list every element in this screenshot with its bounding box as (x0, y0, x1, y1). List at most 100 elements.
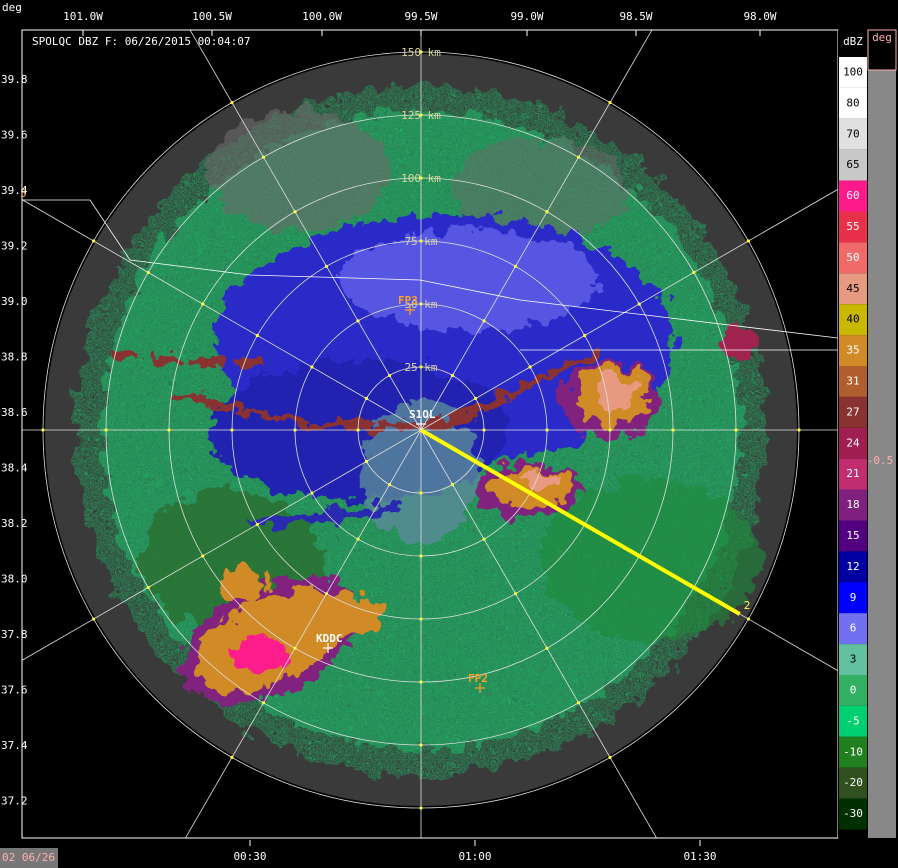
elevation-value: -0.5 (867, 454, 894, 467)
lat-label: 38.8 (1, 351, 28, 364)
colorbar-label: -30 (843, 807, 863, 820)
colorbar-swatch (839, 242, 867, 274)
ring-dot (608, 428, 612, 432)
ring-dot (364, 396, 369, 401)
title: SPOLQC DBZ F: 06/26/2015 00:04:07 (32, 35, 251, 48)
ring-dot (746, 239, 750, 243)
colorbar-swatch (839, 304, 867, 336)
colorbar-swatch (839, 613, 867, 645)
colorbar-label: 45 (846, 282, 859, 295)
ring-dot (356, 537, 360, 541)
ring-dot (419, 176, 423, 180)
ring-dot (167, 428, 171, 432)
gray-patch (210, 110, 390, 230)
ring-dot (310, 491, 314, 495)
lon-label: 99.0W (510, 10, 543, 23)
ring-dot (545, 646, 549, 650)
colorbar-label: 70 (846, 127, 859, 140)
station-marker (416, 419, 426, 429)
lat-label: 37.6 (1, 684, 28, 697)
ring-dot (473, 396, 478, 401)
station-marker (405, 305, 415, 315)
ring-dot (92, 239, 96, 243)
ring-dot (692, 270, 696, 275)
ring-dot (387, 373, 392, 378)
time-label: 01:00 (458, 850, 491, 863)
station-label: KDDC (316, 632, 343, 645)
ring-dot (419, 491, 423, 495)
ring-dot (545, 210, 549, 214)
elevation-bar (868, 30, 896, 838)
ring-dot (482, 537, 486, 541)
colorbar-swatch (839, 87, 867, 119)
ring-dot (230, 101, 234, 105)
colorbar-swatch (839, 489, 867, 521)
map-line (22, 199, 838, 339)
ring-dot (419, 743, 423, 747)
elevation-header (867, 29, 897, 71)
ring-dot (324, 264, 329, 268)
ring-dot (230, 755, 234, 759)
colorbar-label: 0 (850, 683, 857, 696)
colorbar-label: 50 (846, 251, 859, 264)
ring-dot (310, 365, 314, 369)
colorbar-label: 24 (846, 436, 860, 449)
elevation-title: deg (872, 31, 892, 44)
colorbar-label: 80 (846, 96, 859, 109)
colorbar-swatch (839, 582, 867, 614)
ring-dot (419, 239, 423, 243)
ring-dot (576, 155, 581, 159)
boundary-echo (168, 346, 602, 431)
colorbar-label: 55 (846, 220, 859, 233)
lon-label: 100.0W (302, 10, 342, 23)
spoke (189, 30, 422, 431)
lat-label: 37.2 (1, 795, 28, 808)
time-label: 01:30 (683, 850, 716, 863)
ring-dot (513, 592, 518, 596)
ring-dot (92, 617, 96, 621)
colorbar-swatch (839, 366, 867, 397)
colorbar-swatch (839, 736, 867, 768)
lat-label: 37.4 (1, 739, 28, 752)
colorbar-label: -10 (843, 745, 863, 758)
ring-dot (387, 482, 392, 487)
lat-label: 39.6 (1, 129, 28, 142)
colorbar-label: 6 (850, 622, 857, 635)
storm-far-east (720, 322, 760, 358)
colorbar-label: 100 (843, 65, 863, 78)
colorbar-swatch (839, 427, 867, 459)
lat-label: 38.4 (1, 462, 28, 475)
storm-sw (180, 567, 380, 705)
colorbar-label: 18 (846, 498, 859, 511)
ring-dot (608, 101, 612, 105)
colorbar-swatch (839, 180, 867, 212)
ring-dot (528, 365, 532, 369)
colorbar-swatch (839, 149, 867, 181)
ring-dot (450, 482, 455, 487)
ring-dot (545, 428, 549, 432)
colorbar-swatch (839, 211, 867, 243)
ring-dot (419, 50, 423, 54)
colorbar-label: 9 (850, 591, 857, 604)
spoke (420, 30, 653, 431)
ring-dot (746, 617, 750, 621)
spoke (184, 429, 422, 838)
colorbar-label: 31 (846, 374, 859, 387)
timeline-date-box (0, 848, 58, 868)
lon-label: 101.0W (63, 10, 103, 23)
ring-dot (356, 428, 360, 432)
colorbar-swatch (839, 798, 867, 830)
lat-label: 39.4 (1, 184, 28, 197)
lon-label: 98.0W (743, 10, 776, 23)
ring-dot (482, 428, 486, 432)
lat-label: 39.8 (1, 73, 28, 86)
colorbar-swatch (839, 273, 867, 305)
ring-dot (419, 365, 423, 369)
ring-dot (293, 428, 297, 432)
boundary-echo (109, 350, 271, 370)
station-label: FP2 (468, 672, 488, 685)
ring-dot (608, 755, 612, 759)
lon-label: 99.5W (404, 10, 437, 23)
ring-dot (201, 302, 205, 306)
ring-dot (576, 701, 581, 705)
